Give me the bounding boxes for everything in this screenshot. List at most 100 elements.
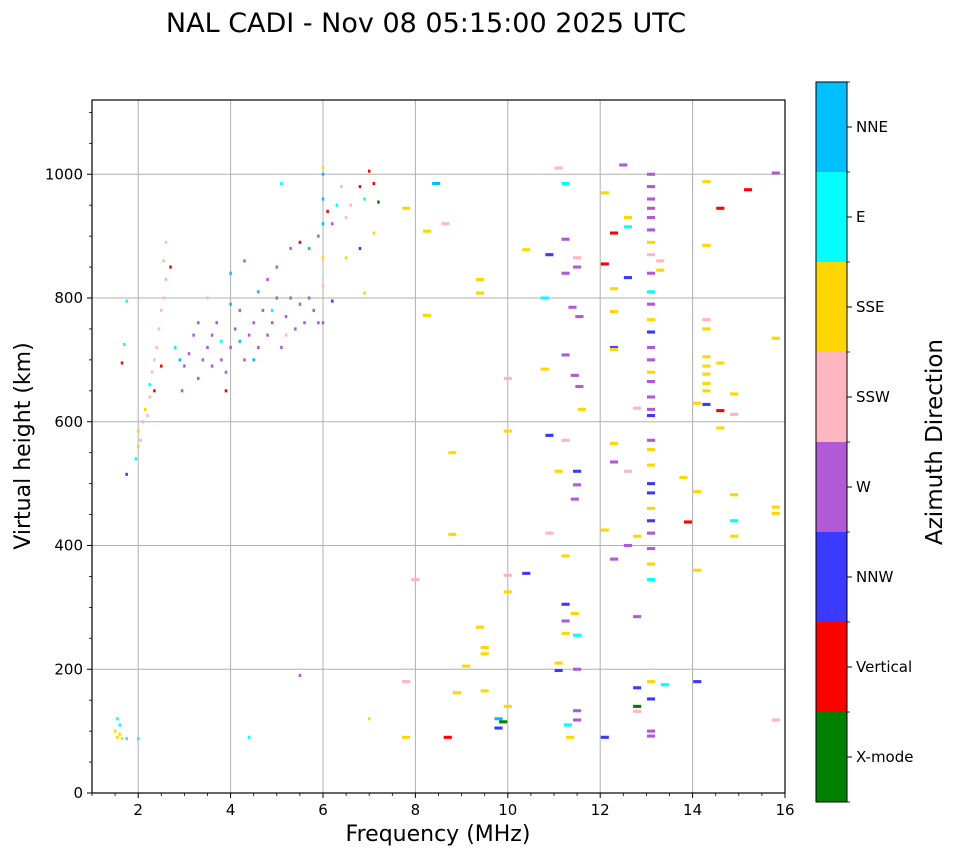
data-point [422, 313, 432, 317]
data-point [192, 333, 195, 337]
data-point [476, 291, 485, 295]
data-point [573, 709, 582, 713]
data-point [321, 166, 325, 170]
data-point [494, 726, 503, 730]
colorbar-segment [816, 262, 847, 352]
data-point [646, 290, 656, 294]
data-point [554, 166, 563, 170]
colorbar-category-label: W [856, 478, 871, 496]
data-point [646, 228, 656, 232]
colorbar-frame [815, 81, 848, 803]
data-point [561, 353, 570, 357]
data-point [358, 246, 362, 251]
data-point [116, 717, 119, 721]
data-point [367, 169, 371, 173]
data-point [257, 290, 260, 294]
data-point [503, 704, 512, 708]
data-point [178, 358, 182, 362]
data-point [220, 339, 223, 343]
data-point [298, 240, 302, 244]
data-point [568, 305, 577, 309]
data-point [646, 482, 656, 486]
data-point [646, 395, 656, 399]
data-point [646, 414, 656, 418]
data-point [206, 345, 209, 350]
data-point [573, 265, 582, 269]
data-point [448, 532, 457, 536]
data-point [307, 246, 311, 251]
data-point [771, 718, 780, 722]
data-point [561, 237, 570, 241]
data-point [125, 299, 128, 303]
data-point [646, 519, 656, 523]
data-point [646, 729, 656, 733]
y-axis-ticks: 0 200 400 600 800 1000 [45, 111, 92, 802]
x-axis-label: Frequency (MHz) [346, 822, 531, 847]
data-point [646, 330, 656, 334]
data-point [573, 718, 582, 722]
plot-frame [91, 99, 786, 794]
data-point [480, 689, 489, 693]
data-point [573, 667, 582, 671]
data-point [646, 438, 656, 442]
data-point [201, 358, 205, 362]
data-point [573, 256, 582, 260]
data-point [522, 248, 531, 252]
data-point [623, 225, 632, 229]
data-point [633, 406, 642, 410]
data-point [771, 511, 780, 515]
data-point [570, 497, 579, 501]
data-point [646, 506, 656, 510]
data-point [317, 234, 320, 238]
data-point [289, 296, 292, 300]
data-points [113, 163, 780, 741]
x-axis-ticks: 2 4 6 8 10 12 14 16 [91, 793, 795, 819]
data-point [243, 259, 246, 263]
data-point [173, 345, 177, 350]
data-point [206, 296, 209, 300]
data-point [164, 277, 168, 281]
colorbar-category-label: SSW [856, 388, 890, 406]
data-point [252, 321, 255, 325]
data-point [561, 602, 570, 606]
data-point [646, 697, 656, 701]
data-point [160, 364, 163, 368]
data-point [480, 646, 489, 650]
data-point [148, 383, 152, 387]
data-point [261, 308, 265, 312]
data-point [646, 172, 656, 176]
data-point [143, 407, 147, 411]
data-point [448, 451, 457, 455]
data-point [125, 472, 128, 476]
colorbar-segment [816, 532, 847, 622]
data-point [432, 181, 441, 186]
data-point [600, 735, 609, 739]
data-point [646, 407, 656, 411]
y-tick-label: 800 [54, 289, 83, 307]
data-point [312, 308, 316, 312]
data-point [730, 493, 739, 497]
data-point [330, 299, 334, 303]
data-point [377, 200, 380, 204]
y-tick-label: 200 [54, 660, 83, 678]
data-point [238, 339, 242, 343]
data-point [367, 717, 371, 721]
data-point [220, 358, 223, 362]
colorbar-category-label: SSE [856, 298, 885, 316]
grid-lines [92, 100, 785, 793]
data-point [609, 460, 619, 464]
colorbar-label: Azimuth Direction [922, 339, 948, 545]
data-point [554, 661, 563, 665]
data-point [561, 619, 570, 623]
data-point [646, 206, 656, 210]
data-point [771, 336, 780, 340]
data-point [561, 271, 570, 275]
data-point [623, 543, 632, 548]
data-point [646, 302, 656, 306]
data-point [646, 448, 656, 452]
data-point [702, 364, 711, 368]
data-point [730, 412, 739, 416]
data-point [280, 345, 283, 350]
data-point [210, 364, 214, 368]
